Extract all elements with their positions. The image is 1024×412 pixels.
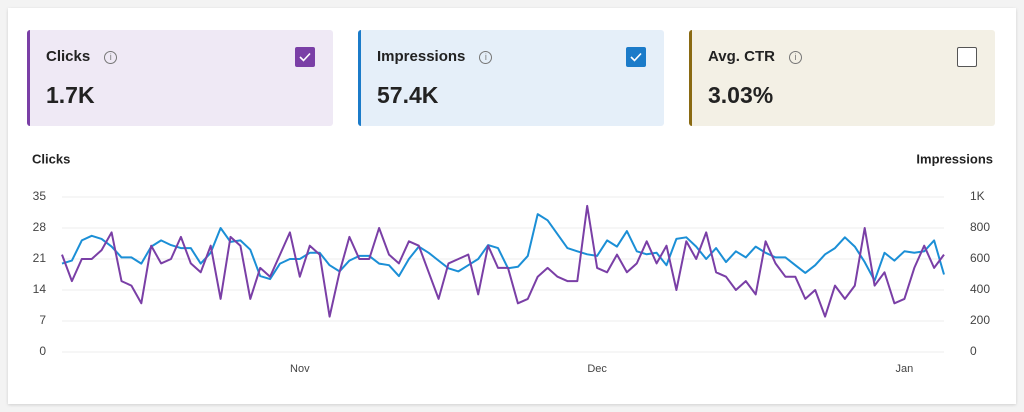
checkbox[interactable] [626,47,646,67]
info-icon[interactable]: i [788,51,802,64]
card-header: Clicks i [46,48,333,66]
card-label: Impressions [377,48,466,65]
x-tick-label: Dec [587,363,607,375]
card-value: 1.7K [46,82,95,108]
y-tick-label: 14 [33,282,47,296]
y2-tick-label: 1K [970,189,985,203]
y2-tick-label: 0 [970,344,977,358]
y-axis-title: Clicks [32,151,70,166]
metric-card[interactable]: Impressions i 57.4K [358,30,664,126]
info-icon[interactable]: i [104,51,118,64]
metric-card[interactable]: Avg. CTR i 3.03% [689,30,995,126]
series-line [61,204,945,318]
checkbox[interactable] [295,47,315,67]
check-mark [299,52,311,62]
series-line [61,213,945,282]
card-value: 57.4K [377,82,439,108]
check-mark [630,52,642,62]
card-header: Avg. CTR i [708,48,995,66]
y-tick-label: 28 [33,220,47,234]
card-header: Impressions i [377,48,664,66]
card-value: 3.03% [708,82,774,108]
card-label: Clicks [46,48,91,65]
x-tick-label: Jan [895,363,913,375]
y-tick-label: 7 [39,313,46,327]
y-tick-label: 21 [33,251,47,265]
y-tick-label: 0 [39,344,46,358]
y-tick-label: 35 [33,189,47,203]
checkbox[interactable] [957,47,977,67]
card-label: Avg. CTR [708,48,775,65]
y2-tick-label: 200 [970,313,990,327]
info-icon[interactable]: i [479,51,493,64]
y2-tick-label: 400 [970,282,990,296]
metric-card[interactable]: Clicks i 1.7K [27,30,333,126]
y2-tick-label: 800 [970,220,990,234]
y2-tick-label: 600 [970,251,990,265]
y2-axis-title: Impressions [916,151,993,166]
x-tick-label: Nov [290,363,310,375]
